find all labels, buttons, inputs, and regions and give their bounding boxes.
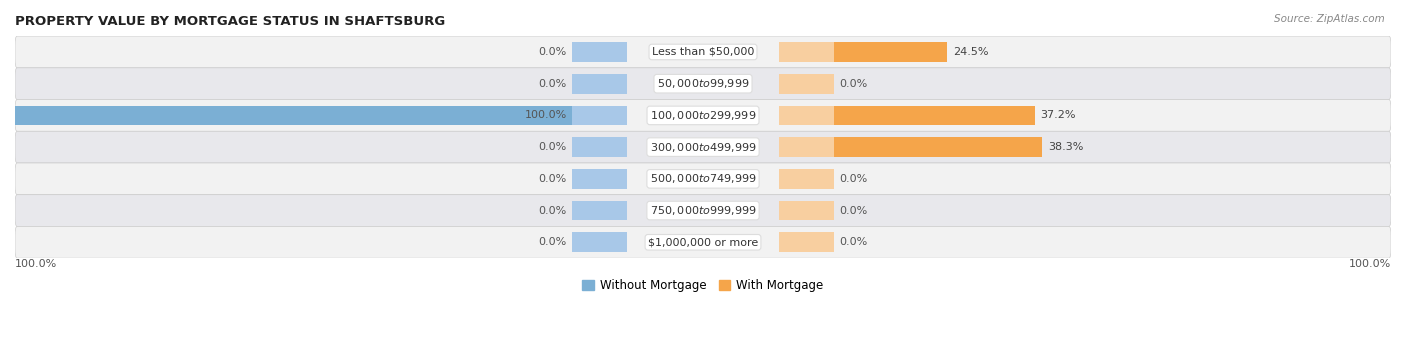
Bar — [572, 201, 627, 220]
Bar — [572, 106, 627, 125]
Text: 37.2%: 37.2% — [1040, 110, 1076, 120]
Bar — [572, 169, 627, 189]
Text: $50,000 to $99,999: $50,000 to $99,999 — [657, 77, 749, 90]
FancyBboxPatch shape — [15, 131, 1391, 163]
Text: 0.0%: 0.0% — [538, 79, 567, 89]
Text: 100.0%: 100.0% — [1348, 259, 1391, 269]
Text: $300,000 to $499,999: $300,000 to $499,999 — [650, 141, 756, 154]
Text: 0.0%: 0.0% — [839, 174, 868, 184]
FancyBboxPatch shape — [15, 36, 1391, 68]
Bar — [779, 137, 1042, 157]
Bar — [779, 106, 1035, 125]
Legend: Without Mortgage, With Mortgage: Without Mortgage, With Mortgage — [578, 274, 828, 296]
Bar — [779, 106, 834, 125]
Bar — [779, 201, 834, 220]
FancyBboxPatch shape — [15, 100, 1391, 131]
Text: 0.0%: 0.0% — [538, 142, 567, 152]
Bar — [779, 42, 834, 62]
FancyBboxPatch shape — [15, 68, 1391, 100]
Text: 0.0%: 0.0% — [538, 174, 567, 184]
Bar — [779, 74, 834, 94]
Text: 24.5%: 24.5% — [953, 47, 988, 57]
FancyBboxPatch shape — [15, 163, 1391, 195]
Text: $1,000,000 or more: $1,000,000 or more — [648, 237, 758, 247]
Text: 38.3%: 38.3% — [1047, 142, 1083, 152]
Text: 0.0%: 0.0% — [538, 47, 567, 57]
Bar — [779, 233, 834, 252]
FancyBboxPatch shape — [15, 226, 1391, 258]
FancyBboxPatch shape — [15, 195, 1391, 226]
Text: 0.0%: 0.0% — [839, 79, 868, 89]
Bar — [779, 169, 834, 189]
Text: 0.0%: 0.0% — [839, 237, 868, 247]
Bar — [572, 233, 627, 252]
Text: Less than $50,000: Less than $50,000 — [652, 47, 754, 57]
Bar — [572, 74, 627, 94]
Bar — [0, 106, 627, 125]
Text: 0.0%: 0.0% — [538, 206, 567, 216]
Text: $100,000 to $299,999: $100,000 to $299,999 — [650, 109, 756, 122]
Text: $750,000 to $999,999: $750,000 to $999,999 — [650, 204, 756, 217]
Text: 0.0%: 0.0% — [839, 206, 868, 216]
Text: 100.0%: 100.0% — [524, 110, 567, 120]
Text: $500,000 to $749,999: $500,000 to $749,999 — [650, 172, 756, 185]
Bar — [779, 137, 834, 157]
Text: Source: ZipAtlas.com: Source: ZipAtlas.com — [1274, 14, 1385, 23]
Text: 0.0%: 0.0% — [538, 237, 567, 247]
Bar — [572, 137, 627, 157]
Text: PROPERTY VALUE BY MORTGAGE STATUS IN SHAFTSBURG: PROPERTY VALUE BY MORTGAGE STATUS IN SHA… — [15, 15, 446, 28]
Text: 100.0%: 100.0% — [15, 259, 58, 269]
Bar — [779, 42, 948, 62]
Bar — [572, 42, 627, 62]
